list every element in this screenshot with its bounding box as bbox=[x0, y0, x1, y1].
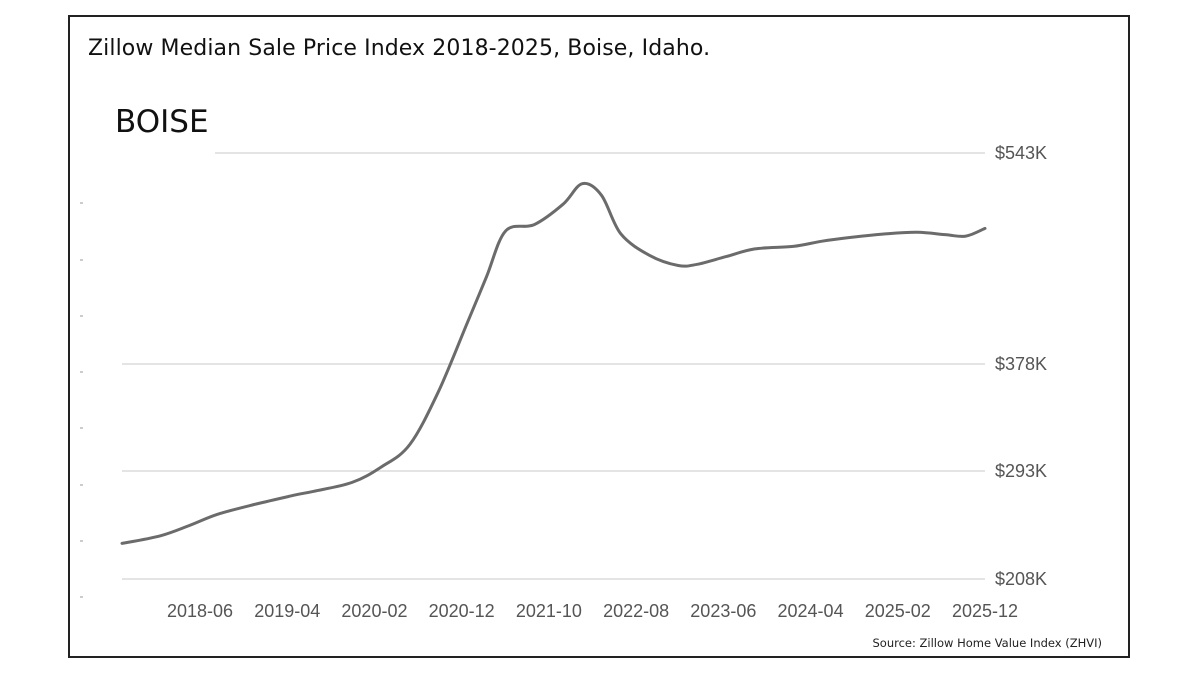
x-tick-label: 2024-04 bbox=[778, 601, 844, 621]
series-line-boise bbox=[120, 181, 987, 545]
x-axis-labels: 2018-06 2019-04 2020-02 2020-12 2021-10 2022-… bbox=[167, 601, 1018, 621]
x-tick-label: 2025-12 bbox=[952, 601, 1018, 621]
x-tick-label: 2023-06 bbox=[690, 601, 756, 621]
y-tick-label: $293K bbox=[995, 461, 1047, 481]
y-axis-labels: $543K $378K $293K $208K bbox=[995, 143, 1047, 589]
left-tick-marks bbox=[80, 202, 83, 598]
x-tick-label: 2020-02 bbox=[341, 601, 407, 621]
x-tick-label: 2018-06 bbox=[167, 601, 233, 621]
city-label: BOISE bbox=[115, 104, 209, 140]
source-note: Source: Zillow Home Value Index (ZHVI) bbox=[872, 636, 1102, 650]
y-tick-label: $378K bbox=[995, 354, 1047, 374]
y-tick-label: $208K bbox=[995, 569, 1047, 589]
chart-frame bbox=[68, 15, 1130, 658]
x-tick-label: 2025-02 bbox=[865, 601, 931, 621]
x-tick-label: 2021-10 bbox=[516, 601, 582, 621]
x-tick-label: 2022-08 bbox=[603, 601, 669, 621]
x-tick-label: 2020-12 bbox=[429, 601, 495, 621]
chart-title: Zillow Median Sale Price Index 2018-2025… bbox=[88, 36, 711, 61]
gridlines bbox=[122, 152, 985, 580]
x-tick-label: 2019-04 bbox=[254, 601, 320, 621]
y-tick-label: $543K bbox=[995, 143, 1047, 163]
